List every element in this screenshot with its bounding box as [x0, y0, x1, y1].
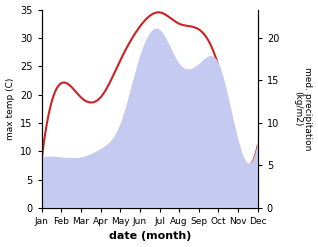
X-axis label: date (month): date (month) [108, 231, 191, 242]
Y-axis label: med. precipitation
(kg/m2): med. precipitation (kg/m2) [293, 67, 313, 150]
Y-axis label: max temp (C): max temp (C) [5, 78, 15, 140]
